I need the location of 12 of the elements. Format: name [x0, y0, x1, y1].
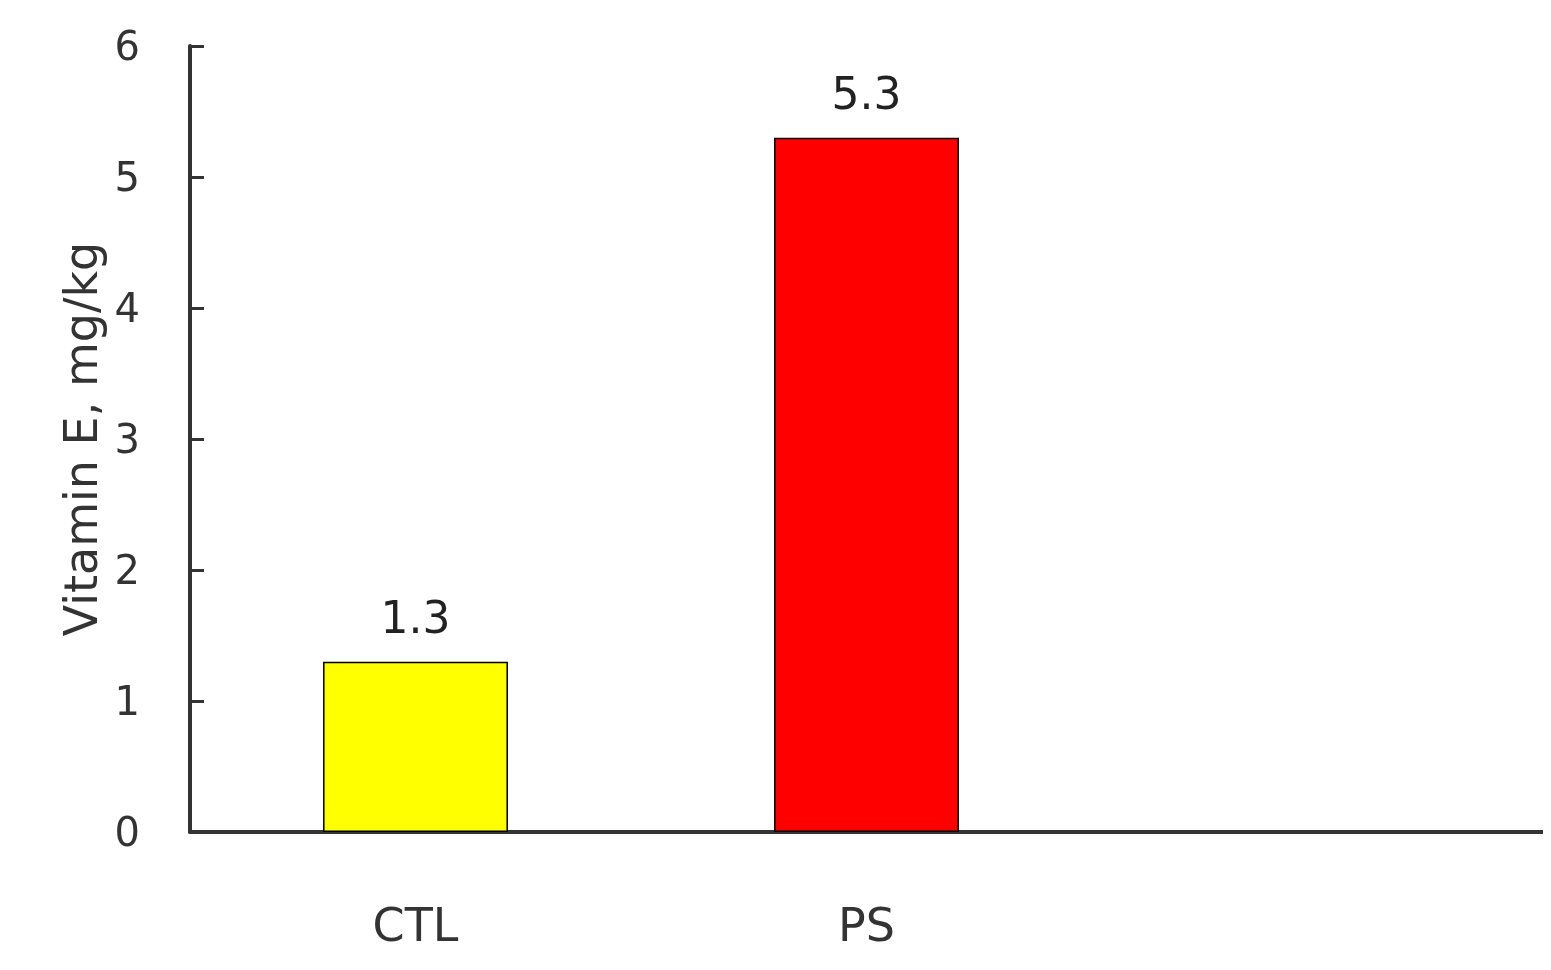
y-axis-title: Vitamin E, mg/kg — [53, 241, 108, 637]
y-tick-label: 3 — [114, 416, 140, 462]
y-tick-label: 0 — [114, 809, 140, 855]
data-label: 1.3 — [380, 592, 451, 644]
y-tick-label: 5 — [114, 154, 140, 200]
y-tick-label: 1 — [114, 678, 140, 724]
data-label: 5.3 — [831, 68, 902, 120]
y-tick-label: 2 — [114, 547, 140, 593]
y-tick-label: 6 — [114, 23, 140, 69]
x-tick-label: CTL — [372, 898, 459, 952]
y-tick-label: 4 — [114, 285, 140, 331]
x-tick-label: PS — [838, 898, 895, 952]
